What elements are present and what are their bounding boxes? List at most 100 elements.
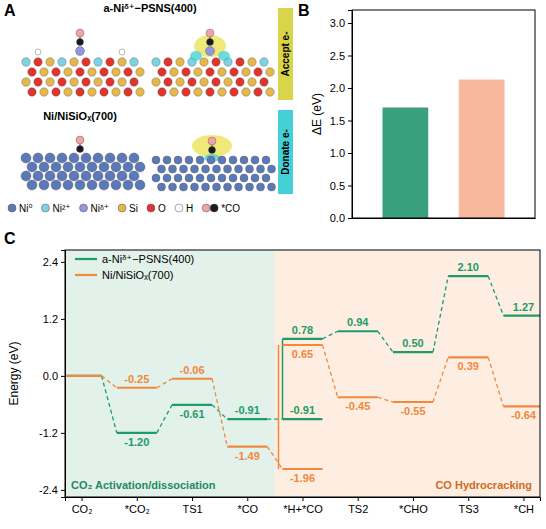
data-label: 0.65: [292, 348, 313, 360]
tick-mark: [61, 490, 65, 491]
atom: [218, 156, 226, 164]
connector: [378, 331, 393, 352]
legend-swatch: [80, 204, 88, 212]
atom: [124, 68, 132, 76]
tick-mark: [137, 497, 138, 501]
atom: [240, 174, 248, 182]
level: [117, 387, 157, 389]
atom: [69, 153, 79, 163]
connector: [267, 447, 282, 469]
level: [283, 468, 323, 470]
data-label: -0.45: [345, 400, 370, 412]
tag-box: [278, 110, 293, 194]
tick: *CO₂: [125, 497, 150, 515]
legend-swatch: [41, 204, 49, 212]
y-axis-title: Energy (eV): [7, 341, 21, 405]
atom: [77, 39, 84, 46]
tick-mark: [348, 23, 352, 24]
atom: [69, 171, 79, 181]
atom: [218, 174, 226, 182]
atom: [246, 183, 254, 191]
connector: [102, 376, 117, 433]
atom: [99, 162, 109, 172]
atom: [118, 58, 126, 66]
atom: [27, 162, 37, 172]
atom: [152, 78, 160, 86]
atom: [112, 88, 120, 96]
legend-swatch: [75, 274, 97, 276]
tick-label: TS2: [348, 503, 368, 515]
atom: [266, 88, 274, 96]
atom: [33, 171, 43, 181]
figure: ABCa-Niᵟ⁺−PSNS(400)Accept e-Ni/NiSiOₓ(70…: [0, 0, 546, 529]
atom: [169, 183, 177, 191]
connector: [157, 405, 172, 433]
structure-1: [22, 29, 274, 96]
tag-box: [278, 8, 293, 100]
tick: -1.2: [39, 427, 65, 439]
tick-label: 2.0: [330, 82, 345, 94]
tick-mark: [348, 218, 352, 219]
tick-mark: [348, 56, 352, 57]
tick: -2.4: [39, 484, 65, 496]
atom: [57, 153, 67, 163]
level: [117, 432, 157, 434]
atom: [63, 162, 73, 172]
tick-mark: [348, 121, 352, 122]
tick-label: CO₂: [72, 503, 93, 515]
connector: [378, 397, 393, 402]
tick-label: 1.0: [330, 147, 345, 159]
series: [65, 276, 540, 433]
atom: [111, 180, 121, 190]
tick: 2.5: [330, 50, 352, 62]
atom: [123, 180, 133, 190]
tick-mark: [358, 497, 359, 501]
atom: [182, 88, 190, 96]
data-label: -0.55: [400, 405, 425, 417]
tick-label: *CHO: [399, 503, 428, 515]
tick-label: 3.0: [330, 17, 345, 29]
tick-mark: [413, 497, 414, 501]
atom: [268, 165, 276, 173]
tick: *CH: [514, 497, 534, 515]
atom: [246, 165, 254, 173]
data-label: -0.91: [235, 404, 260, 416]
legend-swatch: [75, 258, 97, 260]
axis-line: [61, 251, 66, 498]
atom: [99, 180, 109, 190]
atom: [224, 78, 232, 86]
atom: [81, 153, 91, 163]
atom: [136, 68, 144, 76]
atom: [191, 165, 199, 173]
level: [338, 330, 378, 332]
atom: [21, 153, 31, 163]
atom: [180, 165, 188, 173]
atom: [213, 165, 221, 173]
data-label: -0.64: [511, 409, 537, 421]
atom: [81, 171, 91, 181]
axis-line: [353, 218, 536, 219]
panel-letter: C: [4, 230, 16, 247]
atom: [206, 88, 214, 96]
region-label: CO₂ Activation/dissociation: [71, 479, 216, 491]
tick: 0.0: [330, 212, 352, 224]
atom: [240, 156, 248, 164]
axis-line: [348, 11, 353, 219]
atom: [266, 68, 274, 76]
atom: [22, 58, 30, 66]
atom: [257, 183, 265, 191]
level: [393, 401, 433, 403]
jump: [278, 345, 280, 469]
atom: [207, 156, 215, 164]
charge-density: [190, 51, 202, 61]
connector: [212, 405, 227, 419]
atom: [158, 88, 166, 96]
tick-mark: [61, 319, 65, 320]
atom: [21, 171, 31, 181]
atom: [93, 153, 103, 163]
tick-mark: [348, 88, 352, 89]
atom: [135, 162, 145, 172]
legend-label: Si: [129, 203, 138, 214]
connector: [323, 331, 338, 339]
atom: [224, 165, 232, 173]
